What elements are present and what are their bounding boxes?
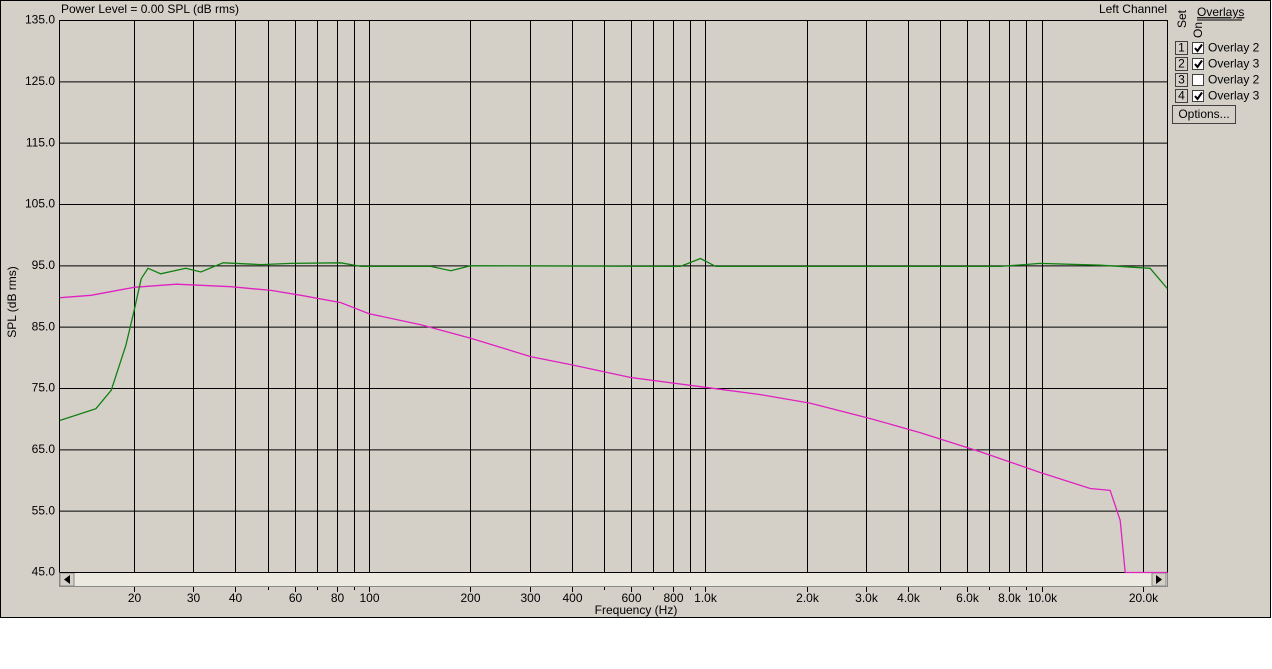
x-tick-label: 10.0k — [1028, 591, 1058, 605]
y-tick-label: 65.0 — [32, 442, 56, 456]
checkbox[interactable] — [1192, 42, 1204, 54]
set-number: 3 — [1178, 73, 1185, 87]
x-tick-label: 200 — [460, 591, 480, 605]
y-tick-label: 115.0 — [26, 135, 55, 149]
legend-entry: Overlay 2 — [1208, 73, 1260, 87]
x-tick-label: 1.0k — [694, 591, 718, 605]
x-tick-label: 800 — [663, 591, 683, 605]
y-tick-label: 55.0 — [32, 503, 56, 517]
x-tick-label: 40 — [229, 591, 243, 605]
x-tick-label: 300 — [520, 591, 540, 605]
scroll-left-arrow — [64, 575, 70, 584]
y-tick-label: 75.0 — [32, 381, 56, 395]
y-tick-label: 125.0 — [25, 74, 55, 88]
x-tick-label: 20.0k — [1129, 591, 1159, 605]
x-tick-label: 60 — [289, 591, 303, 605]
scrollbar[interactable] — [59, 572, 1168, 587]
set-number: 2 — [1178, 57, 1185, 71]
check-mark — [1194, 59, 1203, 69]
checkbox[interactable] — [1192, 90, 1204, 102]
set-box[interactable] — [1175, 89, 1188, 103]
legend-entry: Overlay 3 — [1208, 57, 1260, 71]
check-mark — [1194, 91, 1203, 101]
y-tick-label: 105.0 — [25, 197, 55, 211]
set-box[interactable] — [1175, 57, 1188, 71]
on-header: On — [1191, 22, 1205, 38]
checkbox[interactable] — [1192, 74, 1204, 86]
options-button[interactable] — [1172, 105, 1236, 124]
series-line — [60, 283, 1167, 574]
x-tick-label: 3.0k — [855, 591, 879, 605]
x-tick-label: 600 — [621, 591, 641, 605]
set-box[interactable] — [1175, 73, 1188, 87]
x-tick-label: 30 — [187, 591, 201, 605]
set-box[interactable] — [1175, 41, 1188, 55]
y-axis-label: SPL (dB rms) — [5, 266, 19, 338]
overlays-title: Overlays — [1197, 5, 1244, 19]
y-tick-label: 45.0 — [32, 565, 56, 579]
scroll-right-arrow — [1156, 575, 1162, 584]
y-tick-label: 85.0 — [32, 319, 56, 333]
legend-entry: Overlay 2 — [1208, 41, 1260, 55]
x-tick-label: 6.0k — [956, 591, 980, 605]
plot-area — [59, 20, 1168, 573]
x-tick-label: 4.0k — [897, 591, 921, 605]
options-label: Options... — [1178, 107, 1229, 121]
x-tick-label: 2.0k — [796, 591, 820, 605]
y-tick-label: 135.0 — [25, 13, 55, 27]
channel-label: Left Channel — [1099, 2, 1167, 16]
set-header: Set — [1175, 9, 1189, 28]
x-axis-label: Frequency (Hz) — [595, 603, 678, 617]
x-tick-label: 8.0k — [998, 591, 1022, 605]
x-tick-label: 100 — [359, 591, 379, 605]
y-tick-label: 95.0 — [32, 258, 56, 272]
check-mark — [1194, 43, 1203, 53]
x-tick-label: 80 — [331, 591, 345, 605]
chart-title: Power Level = 0.00 SPL (dB rms) — [61, 2, 239, 16]
set-number: 4 — [1178, 89, 1185, 103]
series-line — [59, 257, 1168, 422]
checkbox[interactable] — [1192, 58, 1204, 70]
set-number: 1 — [1178, 41, 1185, 55]
legend-entry: Overlay 3 — [1208, 89, 1260, 103]
x-tick-label: 400 — [562, 591, 582, 605]
x-tick-label: 20 — [128, 591, 142, 605]
